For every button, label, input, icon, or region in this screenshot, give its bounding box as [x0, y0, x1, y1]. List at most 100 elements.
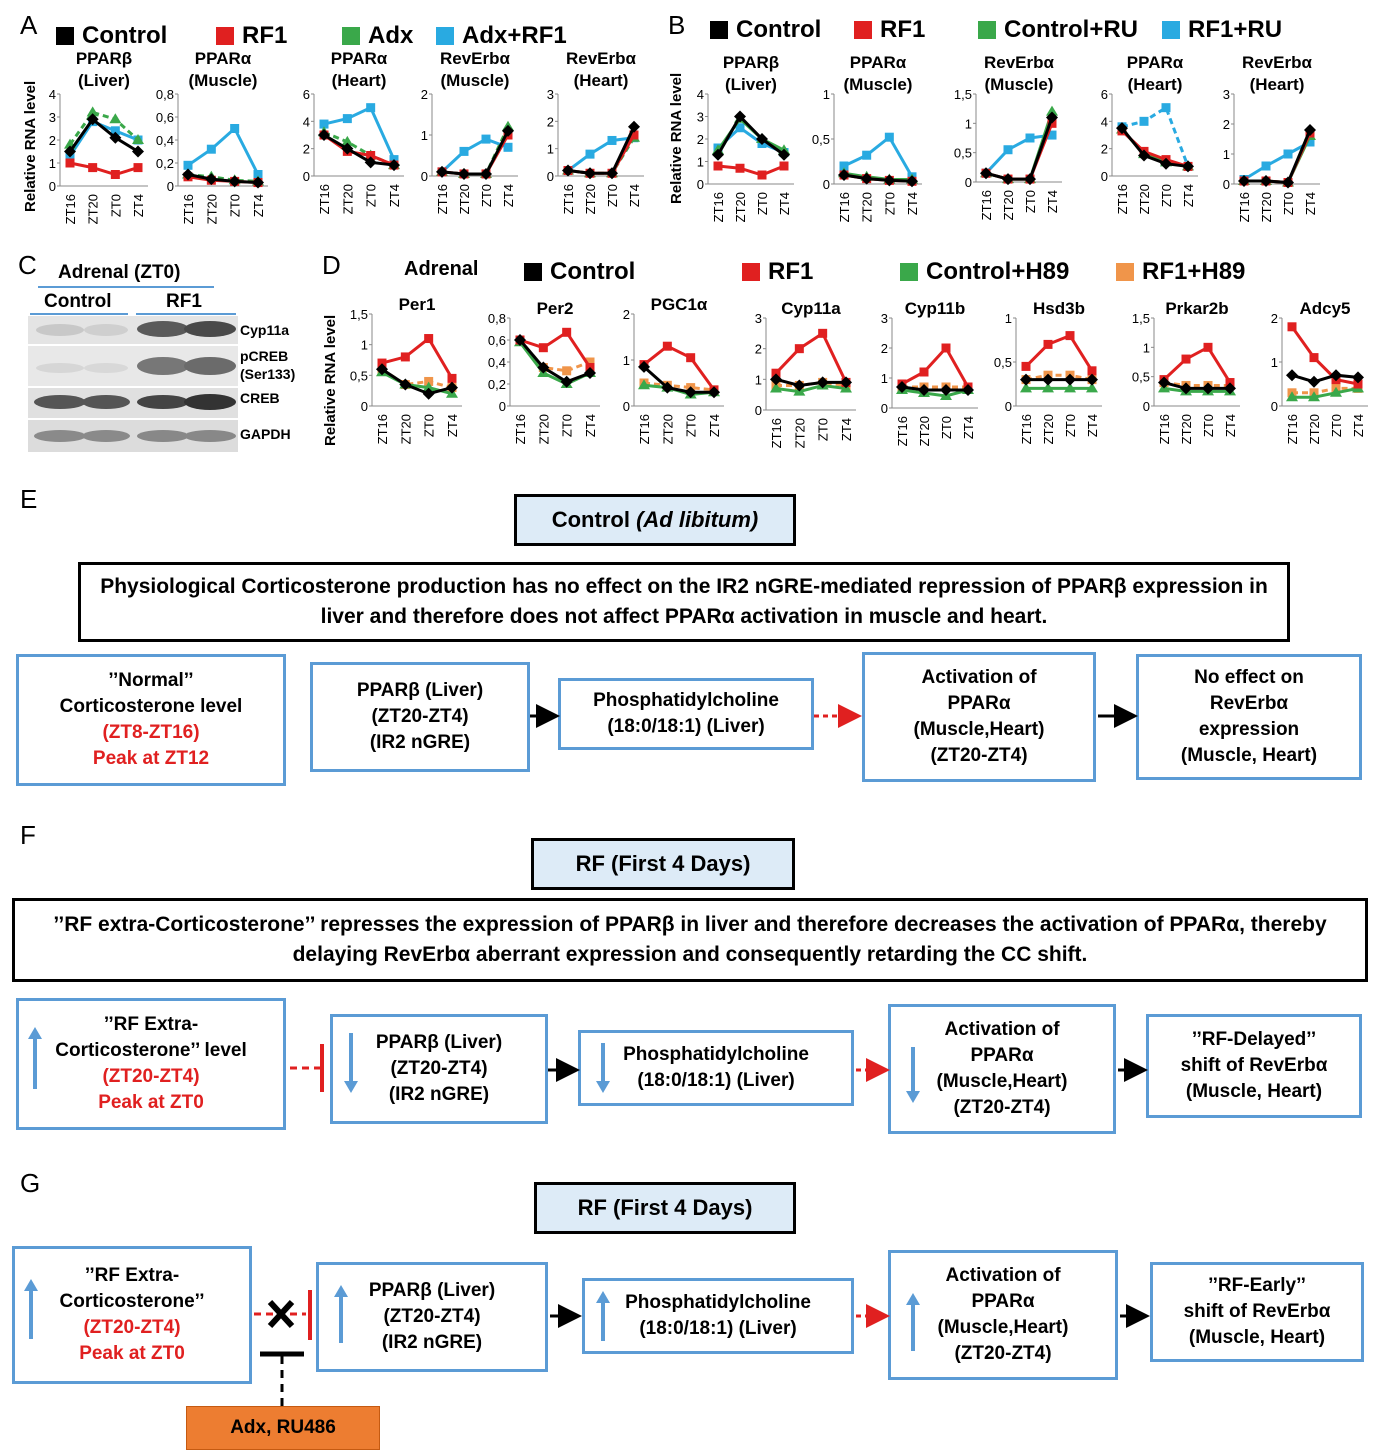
- data-point: [585, 357, 595, 367]
- box-line: (ZT20-ZT4): [953, 1097, 1051, 1118]
- up-arrow-icon: [906, 1293, 920, 1351]
- data-point: [906, 175, 918, 188]
- data-point: [860, 172, 873, 185]
- chart-title: Per2: [537, 299, 574, 318]
- box-line: ’’RF-Delayed’’: [1191, 1029, 1317, 1050]
- x-tick-label: ZT0: [1063, 414, 1078, 437]
- box-line: (ZT20-ZT4): [930, 745, 1028, 766]
- data-point: [1046, 111, 1058, 124]
- adrenal-label: Adrenal: [404, 258, 479, 280]
- series-line: [901, 345, 970, 388]
- data-point: [735, 163, 745, 173]
- x-tick-label: ZT20: [917, 416, 932, 446]
- data-point: [883, 174, 896, 187]
- y-tick-label: 0,6: [488, 333, 506, 348]
- legend-swatch: [524, 263, 542, 281]
- data-point: [538, 343, 548, 353]
- chart-title: (Muscle): [441, 71, 510, 90]
- x-tick-label: ZT20: [1179, 414, 1194, 444]
- y-tick-label: 2: [421, 87, 428, 102]
- y-tick-label: 1: [421, 128, 428, 143]
- panel-label-b: B: [668, 10, 686, 40]
- box-line: ’’Normal’’: [108, 670, 194, 691]
- chart-title: (Liver): [725, 75, 777, 94]
- x-tick-label: ZT0: [605, 184, 620, 207]
- data-point: [1086, 373, 1098, 386]
- data-point: [424, 376, 434, 386]
- data-point: [109, 131, 122, 144]
- data-point: [110, 126, 120, 136]
- box-line: (Muscle,Heart): [913, 719, 1045, 740]
- data-point: [839, 161, 849, 171]
- chart-d-16: Prkar2b 0 0,5 1 1,5 ZT16 ZT20 ZT0 ZT4: [1132, 299, 1240, 444]
- series-line: [567, 126, 636, 175]
- data-point: [503, 142, 513, 152]
- data-point: [684, 386, 697, 399]
- chart-title: (Heart): [332, 71, 387, 90]
- y-tick-label: 2: [547, 114, 554, 129]
- chart-title: Adcy5: [1299, 299, 1350, 318]
- x-tick-label: ZT0: [1281, 192, 1296, 215]
- box-line: PPARα: [947, 693, 1011, 714]
- data-point: [205, 173, 218, 186]
- data-point: [562, 164, 574, 177]
- data-point: [661, 381, 674, 394]
- x-tick-label: ZT0: [1159, 184, 1174, 207]
- data-point: [794, 344, 804, 354]
- data-point: [1286, 391, 1298, 402]
- y-tick-label: 0: [167, 179, 174, 194]
- x-tick-label: ZT20: [340, 184, 355, 214]
- y-tick-label: 6: [1101, 87, 1108, 102]
- series-line: [717, 164, 785, 177]
- data-point: [712, 148, 724, 161]
- series-line: [69, 161, 139, 177]
- chart-title: RevErbα: [440, 49, 511, 68]
- x-tick-label: ZT20: [457, 184, 472, 214]
- x-tick-label: ZT16: [181, 194, 196, 224]
- y-tick-label: 1: [1223, 147, 1230, 162]
- legend-label: Control: [736, 16, 822, 43]
- box-line: PPARβ (Liver): [375, 1032, 503, 1053]
- data-point: [1020, 382, 1032, 393]
- data-point: [366, 151, 376, 160]
- box-line: (Muscle, Heart): [1180, 745, 1318, 766]
- down-arrow-icon: [344, 1033, 358, 1093]
- legend-swatch: [1162, 21, 1180, 39]
- series-line: [68, 110, 140, 146]
- box-line: Activation of: [921, 667, 1037, 688]
- e-title-box: Control (Ad libitum): [514, 494, 796, 546]
- series-line: [381, 336, 454, 380]
- x-tick-label: ZT16: [317, 184, 332, 214]
- box-line: (18:0/18:1) (Liver): [637, 1070, 795, 1091]
- box-line: PPARβ (Liver): [368, 1280, 496, 1301]
- data-point: [1308, 391, 1320, 402]
- x-tick-label: ZT16: [1285, 414, 1300, 444]
- y-tick-label: 0: [1223, 177, 1230, 192]
- series-line: [843, 173, 913, 183]
- data-point: [1181, 354, 1191, 364]
- x-tick-label: ZT16: [1237, 192, 1252, 222]
- chart-b-9: RevErbα (Heart) 0 1 2 3 ZT16 ZT20 ZT0 ZT4: [1223, 53, 1320, 222]
- y-tick-label: 0: [881, 401, 888, 416]
- x-tick-label: ZT0: [1201, 414, 1216, 437]
- data-point: [562, 366, 572, 376]
- up-arrow-icon: [28, 1027, 42, 1089]
- box-line: PPARβ (Liver): [356, 680, 484, 701]
- data-point: [133, 163, 143, 173]
- chart-d-17: Adcy5 0 1 2 ZT16 ZT20 ZT0 ZT4: [1271, 299, 1368, 444]
- adx-ru486-box: Adx, RU486: [186, 1406, 380, 1450]
- data-point: [778, 148, 790, 161]
- data-point: [1304, 124, 1316, 136]
- box-line: (IR2 nGRE): [381, 1332, 483, 1353]
- data-point: [1203, 342, 1213, 352]
- data-point: [424, 334, 434, 344]
- legend-item: RF1: [216, 22, 287, 50]
- y-tick-label: 0,5: [954, 146, 972, 161]
- legend-label: Control+RU: [1004, 16, 1138, 43]
- data-point: [1283, 149, 1293, 159]
- y-tick-label: 1: [755, 372, 762, 387]
- legend-item: Control+RU: [978, 16, 1138, 44]
- y-tick-label: 0,5: [1132, 370, 1150, 385]
- data-point: [713, 161, 723, 171]
- data-point: [896, 381, 908, 393]
